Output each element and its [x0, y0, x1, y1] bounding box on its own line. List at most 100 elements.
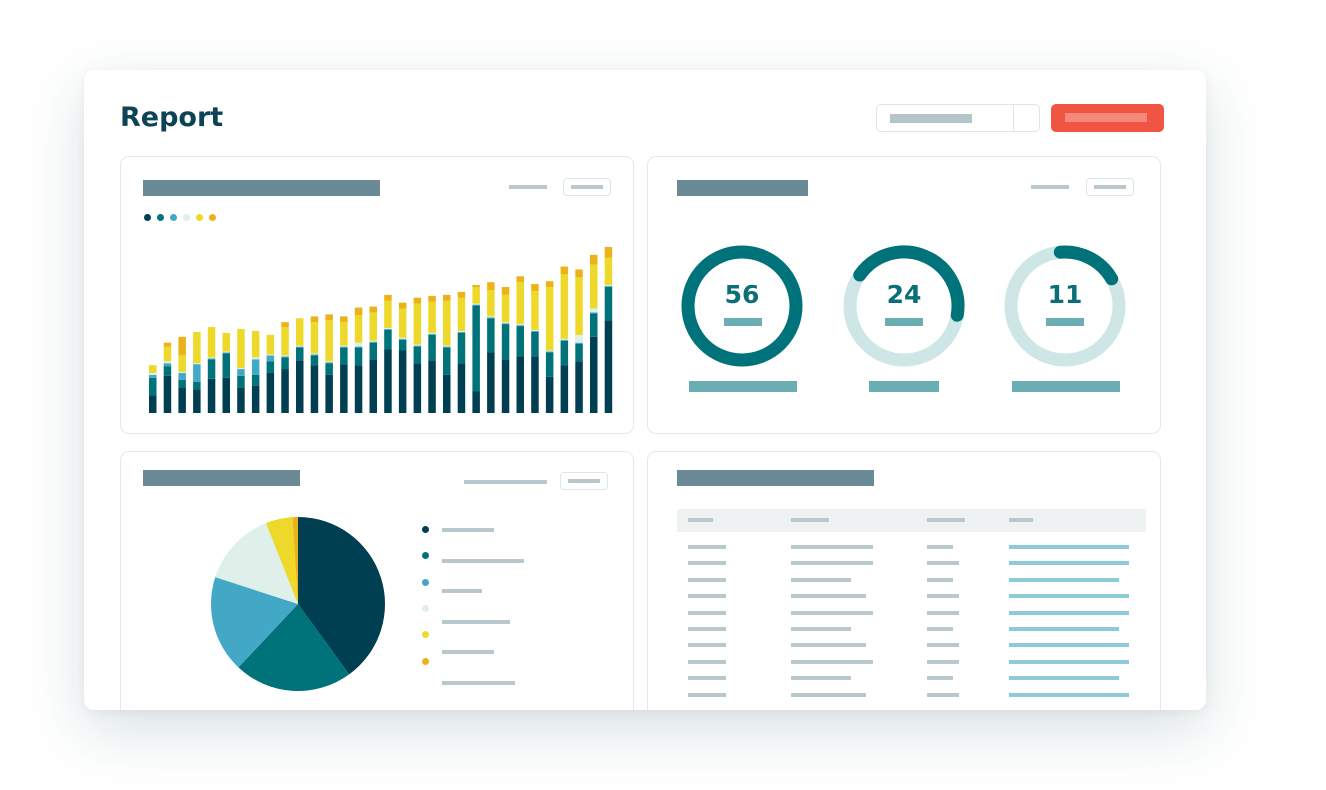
bar-segment: [310, 365, 319, 413]
bar-segment: [369, 359, 377, 413]
bar-segment: [340, 364, 348, 413]
donut-value-2: 24: [886, 280, 922, 309]
table-cell: [927, 561, 959, 566]
bar-segment: [413, 345, 422, 347]
bar-segment: [428, 301, 436, 333]
bar-segment: [163, 366, 172, 376]
bar-segment: [487, 289, 495, 317]
bar-segment: [604, 286, 613, 288]
table-cell: [688, 610, 726, 615]
bar-segment: [590, 312, 598, 314]
table-cell: [688, 545, 726, 549]
bar-segment: [545, 351, 554, 353]
bar-segment: [369, 340, 377, 342]
table-cell-link: [1009, 545, 1129, 549]
bar-segment: [560, 340, 569, 366]
bar-segment: [237, 387, 245, 413]
bar-segment: [340, 346, 348, 348]
legend-dot: [209, 214, 216, 221]
bar-segment: [325, 314, 333, 321]
table-cell: [688, 627, 726, 631]
table-cell-link: [1009, 594, 1129, 599]
bar-segment: [354, 365, 363, 413]
bar-segment: [443, 347, 451, 375]
bar-segment: [575, 277, 583, 335]
table-cell: [791, 577, 851, 582]
table-cell: [791, 659, 873, 664]
bar-segment: [340, 347, 348, 365]
bar-segment: [472, 304, 480, 306]
table-cell: [927, 627, 953, 631]
panel-option-button[interactable]: [1086, 178, 1134, 196]
bar-segment: [266, 355, 275, 362]
panel-option-button[interactable]: [560, 472, 608, 490]
bar-segment: [545, 352, 554, 377]
donut-caption: [869, 381, 939, 392]
bar-segment: [575, 269, 583, 278]
bar-segment: [487, 316, 495, 318]
panel-caption: [464, 480, 547, 484]
bar-segment: [266, 361, 275, 373]
primary-action-button[interactable]: [1051, 104, 1164, 132]
bar-segment: [560, 365, 569, 413]
pie-slice: [298, 517, 385, 675]
bar-segment: [325, 320, 333, 362]
bar-segment: [545, 287, 554, 351]
table-cell: [791, 676, 851, 681]
bar-segment: [428, 332, 436, 334]
table-cell: [791, 594, 866, 599]
bar-segment: [163, 363, 172, 367]
panel-option-button[interactable]: [563, 178, 611, 196]
table-cell: [688, 577, 726, 582]
bar-segment: [413, 363, 422, 413]
bar-segment: [545, 281, 554, 288]
bar-segment: [207, 359, 216, 379]
bar-segment: [354, 346, 363, 348]
bar-segment: [457, 330, 466, 332]
bar-segment: [384, 349, 392, 413]
legend-dot: [422, 526, 429, 533]
legend-dot: [183, 214, 190, 221]
bar-segment: [545, 350, 554, 352]
bar-segment: [516, 282, 524, 325]
bar-segment: [590, 308, 598, 313]
donut-label: [885, 318, 923, 326]
bar-segment: [604, 247, 613, 258]
bar-segment: [310, 355, 319, 366]
period-select[interactable]: [876, 104, 1040, 132]
bar-segment: [237, 369, 245, 376]
bar-segment: [398, 302, 407, 309]
legend-label: [442, 589, 482, 593]
bar-segment: [222, 352, 230, 354]
bar-segment: [501, 287, 510, 295]
bar-segment: [457, 332, 466, 364]
bar-segment: [590, 313, 598, 337]
bar-segment: [413, 297, 422, 304]
bar-segment: [457, 297, 466, 331]
bar-segment: [237, 329, 245, 369]
select-value-placeholder: [890, 114, 972, 123]
bar-segment: [251, 357, 260, 360]
button-label-placeholder: [1065, 113, 1147, 122]
bar-segment: [251, 374, 260, 386]
panel-title: [677, 180, 808, 196]
table-cell: [688, 561, 726, 566]
bar-segment: [457, 291, 466, 298]
bar-segment: [310, 322, 319, 354]
bar-segment: [178, 379, 186, 388]
bar-segment: [531, 356, 539, 413]
report-window: Report 56 24 11: [84, 70, 1206, 710]
bar-segment: [428, 333, 436, 335]
bar-segment: [428, 334, 436, 361]
legend-dot: [422, 657, 429, 665]
table-cell: [688, 676, 726, 681]
bar-segment: [325, 361, 333, 363]
bar-segment: [163, 342, 172, 347]
table-cell-link: [1009, 577, 1119, 582]
bar-segment: [428, 360, 436, 413]
bar-segment: [354, 315, 363, 343]
bar-segment: [516, 276, 524, 283]
bar-segment: [501, 322, 510, 324]
bar-segment: [531, 331, 539, 357]
bar-segment: [266, 372, 275, 413]
